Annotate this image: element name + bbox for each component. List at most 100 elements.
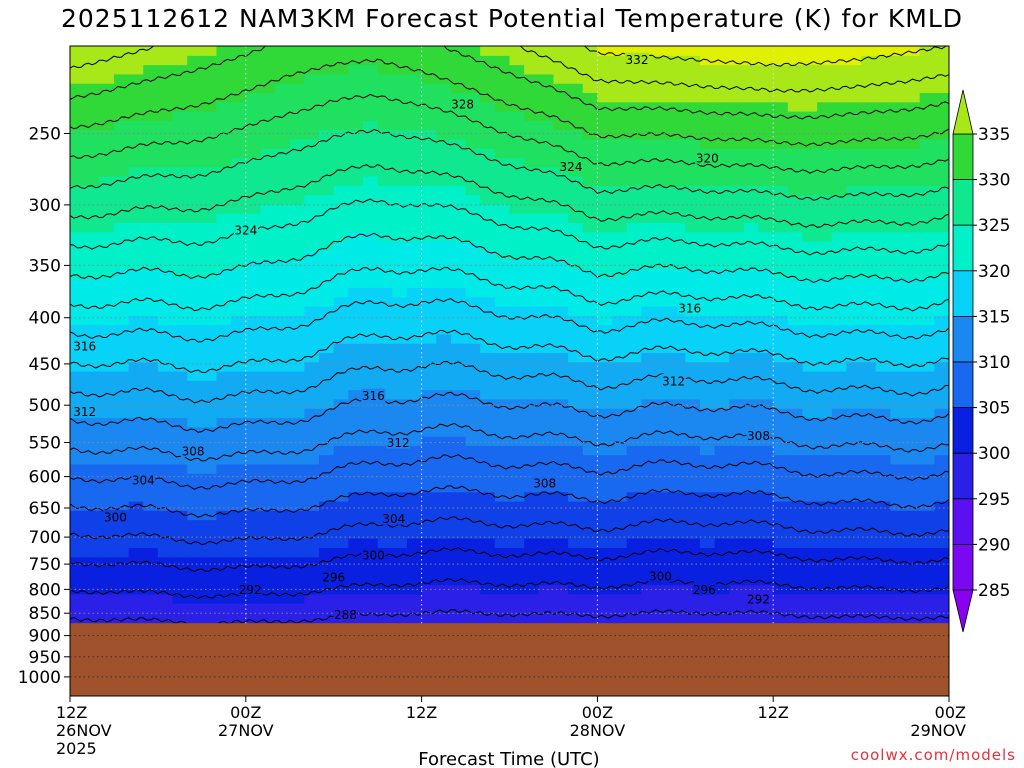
- fill-cell: [406, 454, 423, 465]
- fill-cell: [245, 306, 262, 316]
- fill-cell: [128, 120, 144, 131]
- fill-cell: [656, 231, 672, 242]
- colorbar-band: [952, 224, 974, 272]
- fill-cell: [450, 584, 467, 595]
- fill-cell: [113, 343, 130, 354]
- fill-cell: [480, 324, 496, 335]
- fill-cell: [773, 519, 789, 530]
- fill-cell: [817, 333, 833, 344]
- fill-cell: [187, 176, 203, 186]
- fill-cell: [597, 426, 613, 437]
- fill-cell: [406, 398, 423, 409]
- fill-cell: [656, 101, 672, 112]
- fill-cell: [392, 501, 408, 511]
- fill-cell: [802, 361, 818, 372]
- fill-cell: [861, 445, 877, 456]
- fill-cell: [245, 315, 262, 326]
- fill-cell: [275, 380, 291, 391]
- fill-cell: [509, 241, 525, 251]
- fill-cell: [406, 73, 423, 84]
- fill-cell: [524, 166, 540, 177]
- fill-cell: [538, 566, 555, 576]
- fill-cell: [231, 417, 247, 428]
- fill-cell: [861, 287, 877, 298]
- fill-cell: [714, 231, 730, 242]
- fill-cell: [905, 222, 921, 233]
- fill-cell: [480, 463, 496, 474]
- fill-cell: [377, 46, 393, 56]
- fill-cell: [861, 473, 877, 484]
- fill-cell: [245, 148, 262, 159]
- fill-cell: [436, 203, 452, 214]
- fill-cell: [568, 203, 584, 214]
- fill-cell: [187, 593, 203, 604]
- fill-cell: [524, 64, 540, 75]
- fill-cell: [157, 92, 174, 103]
- fill-cell: [641, 547, 657, 558]
- fill-cell: [260, 510, 276, 521]
- fill-cell: [421, 101, 437, 112]
- fill-cell: [201, 64, 218, 75]
- fill-cell: [699, 287, 716, 298]
- fill-cell: [216, 454, 232, 465]
- fill-cell: [436, 176, 452, 186]
- colorbar-label: 335: [978, 125, 1010, 145]
- fill-cell: [406, 296, 423, 307]
- fill-cell: [758, 380, 774, 391]
- fill-cell: [905, 213, 921, 224]
- fill-cell: [538, 436, 555, 446]
- fill-cell: [685, 380, 701, 391]
- fill-cell: [480, 241, 496, 251]
- fill-cell: [260, 612, 276, 623]
- fill-cell: [890, 361, 906, 372]
- contour-label: 320: [696, 151, 719, 165]
- fill-cell: [582, 454, 598, 465]
- fill-cell: [905, 380, 921, 391]
- fill-cell: [436, 185, 452, 196]
- fill-cell: [421, 185, 437, 196]
- fill-cell: [509, 361, 525, 372]
- fill-cell: [905, 575, 921, 586]
- fill-cell: [714, 185, 730, 196]
- fill-cell: [568, 528, 584, 539]
- fill-cell: [363, 73, 379, 84]
- fill-cell: [685, 482, 701, 493]
- fill-cell: [758, 157, 774, 168]
- fill-cell: [773, 231, 789, 242]
- fill-cell: [758, 194, 774, 205]
- fill-cell: [421, 454, 437, 465]
- fill-cell: [626, 241, 642, 251]
- fill-cell: [626, 593, 642, 604]
- fill-cell: [289, 519, 305, 530]
- fill-cell: [773, 101, 789, 112]
- fill-cell: [817, 222, 833, 233]
- fill-cell: [216, 417, 232, 428]
- fill-cell: [275, 111, 291, 121]
- fill-cell: [758, 241, 774, 251]
- fill-cell: [597, 73, 613, 84]
- fill-cell: [875, 538, 891, 549]
- fill-cell: [392, 222, 408, 233]
- fill-cell: [656, 408, 672, 419]
- fill-cell: [421, 519, 437, 530]
- fill-cell: [743, 343, 760, 354]
- y-tick-label: 600: [29, 468, 61, 488]
- fill-cell: [377, 268, 393, 279]
- fill-cell: [817, 519, 833, 530]
- fill-cell: [450, 510, 467, 521]
- fill-cell: [787, 278, 804, 289]
- fill-cell: [143, 287, 159, 298]
- fill-cell: [275, 55, 291, 66]
- fill-cell: [392, 213, 408, 224]
- fill-cell: [817, 241, 833, 251]
- fill-cell: [597, 463, 613, 474]
- fill-cell: [245, 333, 262, 344]
- fill-cell: [172, 566, 188, 576]
- fill-cell: [319, 436, 335, 446]
- fill-cell: [480, 352, 496, 363]
- fill-cell: [157, 148, 174, 159]
- fill-cell: [304, 538, 320, 549]
- fill-cell: [480, 538, 496, 549]
- fill-cell: [875, 148, 891, 159]
- fill-cell: [494, 46, 511, 56]
